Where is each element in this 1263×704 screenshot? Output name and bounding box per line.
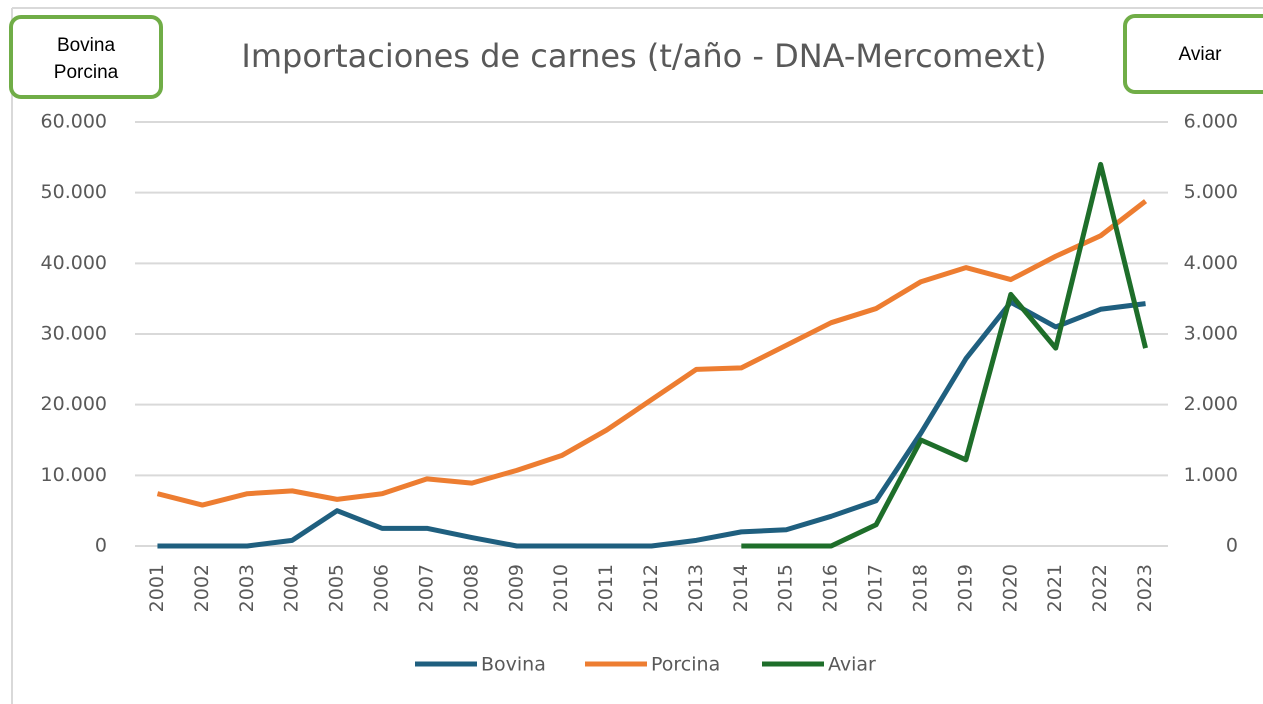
y-label-box [9, 15, 163, 99]
y-label: Porcina [54, 62, 119, 83]
x-tick-label: 2012 [640, 564, 662, 612]
x-tick-label: 2006 [371, 564, 393, 612]
chart-title: Importaciones de carnes (t/año - DNA-Mer… [241, 37, 1046, 75]
y2-tick-label: 5.000 [1184, 181, 1238, 203]
y-tick-label: 50.000 [41, 181, 107, 203]
x-tick-label: 2017 [865, 564, 887, 612]
y-label: Bovina [57, 35, 116, 56]
x-tick-label: 2003 [236, 564, 258, 612]
y-tick-label: 40.000 [41, 252, 107, 274]
series-line [157, 299, 1146, 549]
x-tick-label: 2005 [326, 564, 348, 612]
y2-tick-label: 0 [1226, 535, 1238, 557]
legend-label: Bovina [481, 654, 546, 676]
x-tick-label: 2021 [1044, 564, 1066, 612]
legend-label: Aviar [828, 654, 876, 676]
series-line [741, 161, 1148, 549]
x-tick-label: 2018 [909, 564, 931, 612]
x-tick-label: 2004 [281, 564, 303, 612]
x-tick-label: 2009 [505, 564, 527, 612]
y-tick-label: 20.000 [41, 393, 107, 415]
y-tick-label: 60.000 [41, 111, 107, 133]
y-tick-label: 30.000 [41, 323, 107, 345]
x-tick-label: 2019 [954, 564, 976, 612]
x-tick-label: 2022 [1089, 564, 1111, 612]
y2-label: Aviar [1179, 44, 1223, 65]
y2-tick-label: 2.000 [1184, 393, 1238, 415]
x-tick-label: 2011 [595, 564, 617, 612]
x-tick-label: 2013 [685, 564, 707, 612]
y2-tick-label: 1.000 [1184, 464, 1238, 486]
legend-label: Porcina [651, 654, 720, 676]
x-tick-label: 2023 [1134, 564, 1156, 612]
y-tick-label: 10.000 [41, 464, 107, 486]
x-tick-label: 2016 [820, 564, 842, 612]
x-tick-label: 2014 [730, 564, 752, 612]
x-tick-label: 2007 [415, 564, 437, 612]
y2-tick-label: 4.000 [1184, 252, 1238, 274]
x-tick-label: 2010 [550, 564, 572, 612]
x-tick-label: 2015 [775, 564, 797, 612]
y2-tick-label: 3.000 [1184, 323, 1238, 345]
y2-tick-label: 6.000 [1184, 111, 1238, 133]
x-tick-label: 2008 [460, 564, 482, 612]
x-tick-label: 2001 [146, 564, 168, 612]
series-line [156, 199, 1148, 508]
y2-label-box [1123, 14, 1263, 94]
y-tick-label: 0 [95, 535, 107, 557]
x-tick-label: 2020 [999, 564, 1021, 612]
x-tick-label: 2002 [191, 564, 213, 612]
